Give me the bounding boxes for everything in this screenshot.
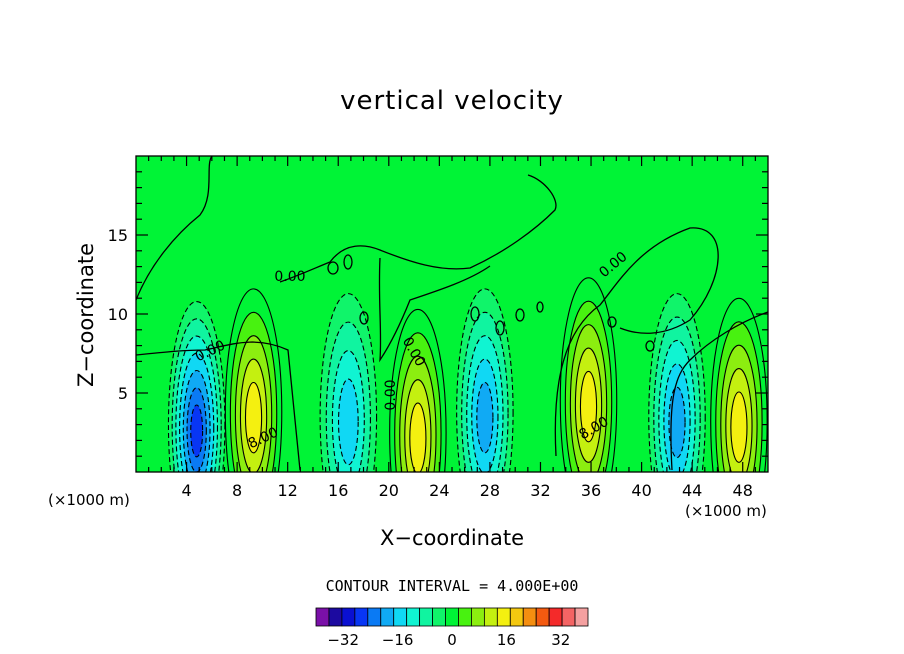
colorbar-swatch <box>496 607 511 627</box>
colorbar: −32 −16 0 16 32 <box>315 607 589 649</box>
contour-cell-7 <box>648 293 706 472</box>
x-tick-label: 48 <box>733 481 753 500</box>
colorbar-tick-label: −32 <box>327 631 359 649</box>
contour-blob-3 <box>359 311 369 325</box>
colorbar-swatch <box>535 607 550 627</box>
contour-line-2 <box>136 341 301 471</box>
contour-label-1: 0.00 <box>274 269 305 285</box>
contour-band <box>668 386 686 459</box>
colorbar-swatch <box>458 607 472 627</box>
colorbar-swatch <box>483 607 498 627</box>
x-axis-label: X−coordinate <box>380 526 524 550</box>
contour-band <box>579 370 598 443</box>
contour-band <box>730 391 748 463</box>
colorbar-swatch <box>341 607 356 627</box>
x-tick-label: 8 <box>232 481 242 500</box>
colorbar-swatch <box>315 607 330 627</box>
contour-blob-7 <box>536 301 544 313</box>
colorbar-swatch <box>328 607 343 627</box>
colorbar-swatch <box>509 607 524 627</box>
colorbar-swatch <box>380 607 395 627</box>
y-tick-label: 15 <box>108 226 128 245</box>
colorbar-swatch <box>393 607 408 627</box>
contour-label-4: 0.00 <box>383 379 399 410</box>
x-tick-label: 28 <box>480 481 500 500</box>
x-tick-label: 12 <box>278 481 298 500</box>
colorbar-swatch <box>445 607 459 627</box>
chart-title: vertical velocity <box>340 86 564 116</box>
contour-fills <box>167 277 768 472</box>
contour-blob-9 <box>645 340 655 352</box>
y-tick-label: 10 <box>108 305 128 324</box>
x-tick-label: 44 <box>682 481 702 500</box>
colorbar-swatch <box>561 607 576 627</box>
contour-line-3 <box>279 174 557 283</box>
contour-band <box>409 402 427 472</box>
contour-cell-6 <box>559 277 618 472</box>
x-tick-label: 16 <box>328 481 348 500</box>
contour-cell-1 <box>167 301 226 472</box>
contour-band <box>476 381 494 454</box>
axis-ticks <box>136 156 768 472</box>
contour-blob-8 <box>607 316 617 328</box>
x-tick-label: 36 <box>581 481 601 500</box>
x-tick-label: 4 <box>181 481 191 500</box>
contour-blob-2 <box>343 254 353 270</box>
y-tick-label: 5 <box>118 384 128 403</box>
contour-line-5 <box>554 227 719 457</box>
colorbar-swatch <box>432 607 446 627</box>
contour-blob-1 <box>327 261 339 275</box>
contour-band <box>244 381 263 454</box>
contour-lines <box>136 156 768 471</box>
colorbar-tick-label: 0 <box>447 631 457 649</box>
colorbar-swatch <box>548 607 563 627</box>
contour-blob-5 <box>495 320 505 336</box>
colorbar-swatch <box>367 607 382 627</box>
colorbar-swatch <box>419 607 433 627</box>
contour-cell-4 <box>389 308 447 472</box>
colorbar-swatch <box>406 607 421 627</box>
colorbar-swatch <box>471 607 485 627</box>
contour-line-6 <box>670 311 768 471</box>
colorbar-tick-label: −16 <box>382 631 414 649</box>
contour-blob-6 <box>515 308 525 322</box>
contour-blob-4 <box>470 306 480 322</box>
contour-cell-8 <box>710 297 768 472</box>
colorbar-tick-label: 32 <box>551 631 570 649</box>
x-tick-label: 40 <box>631 481 651 500</box>
colorbar-swatch <box>522 607 537 627</box>
x-tick-label: 20 <box>379 481 399 500</box>
contour-interval-text: CONTOUR INTERVAL = 4.000E+00 <box>325 577 579 595</box>
x-unit-left: (×1000 m) <box>48 491 130 509</box>
colorbar-swatch <box>574 607 589 627</box>
contour-line-4 <box>378 257 491 363</box>
contour-cell-2 <box>224 288 283 472</box>
colorbar-tick-label: 16 <box>497 631 516 649</box>
contour-cell-3 <box>319 293 378 472</box>
contour-band <box>337 378 359 466</box>
x-unit-right: (×1000 m) <box>685 502 767 520</box>
contour-line-1 <box>136 156 213 301</box>
x-tick-label: 32 <box>530 481 550 500</box>
x-tick-label: 24 <box>429 481 449 500</box>
contour-band <box>190 404 204 458</box>
colorbar-swatch <box>354 607 369 627</box>
